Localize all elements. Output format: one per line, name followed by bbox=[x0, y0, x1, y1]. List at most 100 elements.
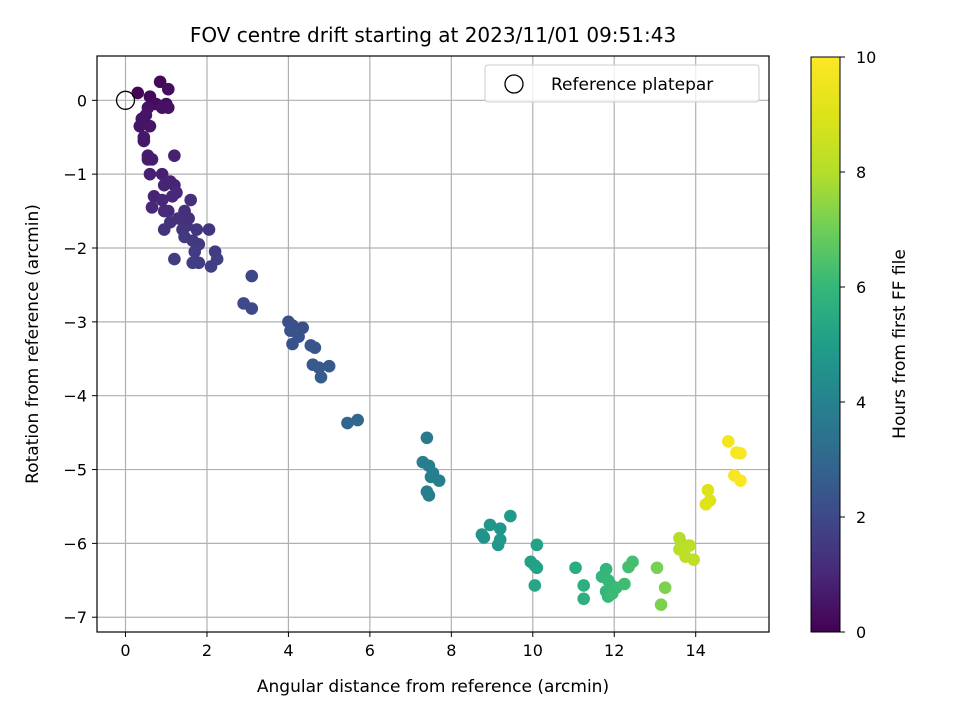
data-point bbox=[699, 497, 713, 511]
x-tick-label: 4 bbox=[283, 641, 293, 660]
data-point bbox=[658, 581, 672, 594]
data-point bbox=[654, 598, 668, 611]
data-point bbox=[133, 119, 147, 133]
data-point bbox=[683, 539, 696, 552]
data-point bbox=[734, 474, 747, 487]
data-point bbox=[734, 446, 747, 460]
data-point bbox=[153, 75, 167, 89]
colorbar-label: Hours from first FF file bbox=[890, 249, 910, 439]
colorbar-tick-label: 10 bbox=[856, 48, 876, 67]
y-tick-label: 0 bbox=[77, 91, 87, 110]
data-point bbox=[137, 134, 151, 148]
data-point bbox=[143, 119, 157, 133]
y-tick-label: −2 bbox=[63, 239, 87, 258]
data-points bbox=[131, 75, 747, 611]
colorbar bbox=[811, 57, 840, 632]
y-tick-label: −4 bbox=[63, 387, 87, 406]
reference-marker bbox=[115, 90, 136, 110]
chart-title: FOV centre drift starting at 2023/11/01 … bbox=[190, 23, 676, 47]
data-point bbox=[286, 337, 299, 351]
data-point bbox=[308, 341, 322, 354]
data-point bbox=[155, 193, 169, 207]
data-point bbox=[599, 562, 613, 576]
data-point bbox=[184, 193, 197, 207]
data-point bbox=[190, 223, 204, 236]
y-tick-label: −7 bbox=[63, 608, 87, 627]
data-point bbox=[491, 538, 505, 552]
y-axis-label: Rotation from reference (arcmin) bbox=[23, 204, 43, 484]
data-point bbox=[314, 370, 328, 384]
x-tick-label: 0 bbox=[120, 641, 130, 660]
data-point bbox=[188, 245, 202, 258]
data-point bbox=[577, 579, 590, 592]
x-tick-label: 12 bbox=[604, 641, 624, 660]
colorbar-tick-label: 6 bbox=[856, 278, 866, 297]
data-point bbox=[245, 302, 259, 315]
data-point bbox=[170, 186, 183, 199]
colorbar-ticks: 0 2 4 6 8 10 bbox=[840, 48, 876, 642]
data-point bbox=[530, 538, 544, 552]
colorbar-tick-label: 2 bbox=[856, 508, 866, 527]
data-point bbox=[420, 431, 434, 445]
data-point bbox=[161, 204, 175, 218]
x-tick-label: 8 bbox=[446, 641, 456, 660]
data-point bbox=[312, 361, 326, 374]
legend-label: Reference platepar bbox=[551, 75, 713, 95]
data-point bbox=[245, 269, 259, 283]
data-point bbox=[477, 531, 491, 544]
data-point bbox=[161, 101, 175, 114]
data-point bbox=[168, 149, 181, 162]
data-point bbox=[155, 167, 169, 181]
data-point bbox=[483, 518, 497, 532]
data-point bbox=[161, 82, 175, 96]
data-point bbox=[701, 483, 715, 497]
data-point bbox=[157, 223, 171, 236]
data-point bbox=[145, 201, 159, 214]
y-tick-label: −6 bbox=[63, 534, 87, 553]
plot-frame bbox=[96, 55, 770, 633]
grid-lines bbox=[97, 56, 769, 632]
legend: Reference platepar bbox=[484, 64, 760, 103]
y-tick-label: −5 bbox=[63, 461, 87, 480]
data-point bbox=[131, 86, 145, 100]
colorbar-tick-label: 0 bbox=[856, 623, 866, 642]
y-tick-label: −3 bbox=[63, 313, 87, 332]
data-point bbox=[626, 555, 639, 569]
x-axis-label: Angular distance from reference (arcmin) bbox=[257, 677, 609, 697]
data-point bbox=[493, 522, 507, 535]
data-point bbox=[186, 256, 200, 270]
legend-box bbox=[484, 64, 760, 103]
x-tick-label: 2 bbox=[202, 641, 212, 660]
colorbar-frame bbox=[810, 56, 841, 633]
x-tick-label: 10 bbox=[523, 641, 543, 660]
colorbar-tick-label: 8 bbox=[856, 163, 866, 182]
data-point bbox=[569, 561, 582, 575]
legend-marker bbox=[504, 74, 524, 94]
data-point bbox=[618, 577, 631, 591]
data-point bbox=[143, 167, 157, 181]
x-tick-label: 6 bbox=[365, 641, 375, 660]
data-point bbox=[577, 592, 590, 606]
reference-platepar-point bbox=[115, 90, 136, 110]
y-tick-label: −1 bbox=[63, 165, 87, 184]
data-point bbox=[202, 223, 216, 236]
colorbar-tick-label: 4 bbox=[856, 393, 866, 412]
data-point bbox=[687, 553, 700, 566]
data-point bbox=[322, 359, 336, 373]
y-axis-ticks: 0 −1 −2 −3 −4 −5 −6 −7 bbox=[63, 91, 97, 627]
data-point bbox=[530, 561, 544, 575]
data-point bbox=[157, 178, 171, 192]
data-point bbox=[351, 413, 364, 427]
data-point bbox=[528, 579, 542, 592]
data-point bbox=[141, 153, 155, 166]
data-point bbox=[426, 466, 440, 480]
data-point bbox=[504, 509, 517, 523]
x-axis-ticks: 0 2 4 6 8 10 12 14 bbox=[120, 632, 706, 660]
data-point bbox=[341, 416, 354, 430]
data-point bbox=[422, 489, 436, 502]
data-point bbox=[650, 561, 664, 575]
x-tick-label: 14 bbox=[686, 641, 706, 660]
data-point bbox=[168, 252, 181, 266]
data-point bbox=[204, 260, 218, 273]
